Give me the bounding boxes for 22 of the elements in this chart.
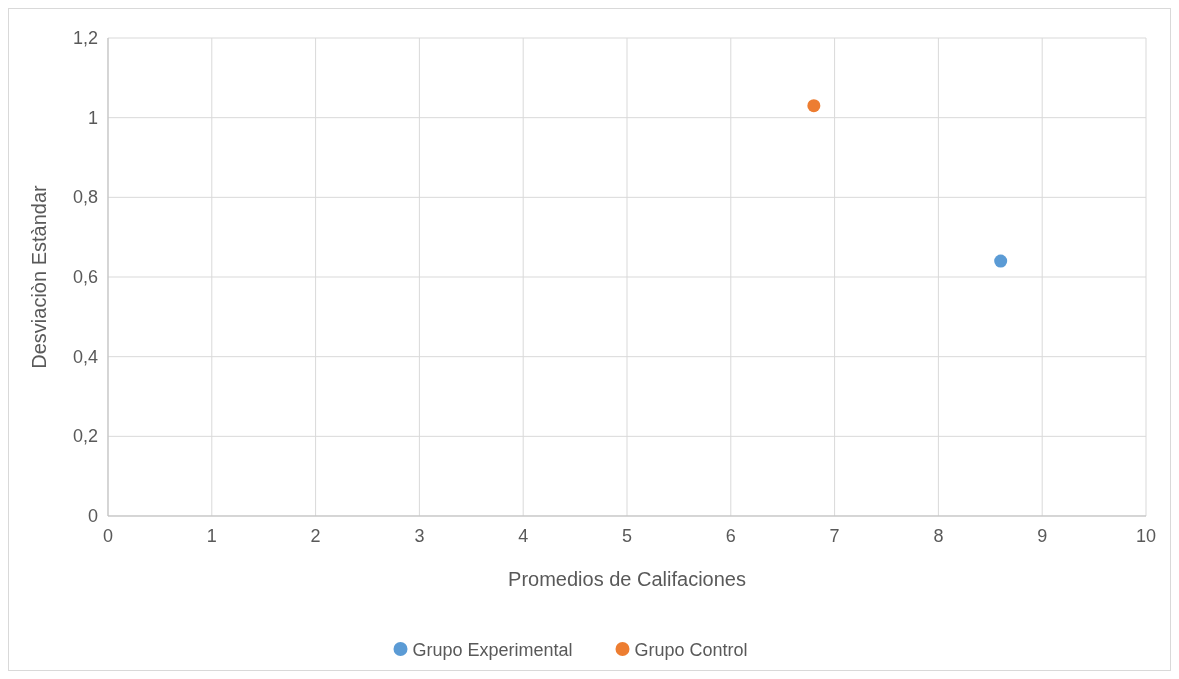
y-tick-label: 0 bbox=[87, 506, 98, 526]
legend-label: Grupo Experimental bbox=[412, 640, 573, 660]
x-tick-label: 7 bbox=[829, 526, 840, 546]
y-tick-label: 0,8 bbox=[72, 187, 98, 208]
x-tick-label: 6 bbox=[725, 526, 736, 546]
x-tick-label: 3 bbox=[414, 526, 425, 546]
x-tick-label: 2 bbox=[310, 526, 321, 546]
x-tick-label: 0 bbox=[102, 526, 114, 546]
x-tick-label: 9 bbox=[1037, 526, 1048, 546]
y-tick-label: 0,4 bbox=[72, 346, 98, 367]
x-tick-label: 8 bbox=[933, 526, 944, 546]
x-axis-title: Promedios de Califaciones bbox=[508, 568, 746, 590]
y-tick-label: 0,2 bbox=[72, 426, 98, 447]
x-tick-label: 5 bbox=[621, 526, 633, 546]
x-tick-label: 10 bbox=[1135, 526, 1157, 546]
y-tick-label: 0,6 bbox=[72, 267, 98, 287]
x-tick-label: 4 bbox=[518, 526, 529, 546]
legend-label: Grupo Control bbox=[634, 640, 748, 660]
x-tick-label: 1 bbox=[206, 526, 217, 546]
y-axis-title: Desviaciòn Estàndar bbox=[28, 184, 50, 369]
y-tick-label: 1,2 bbox=[72, 28, 98, 48]
y-tick-label: 1 bbox=[87, 107, 98, 128]
